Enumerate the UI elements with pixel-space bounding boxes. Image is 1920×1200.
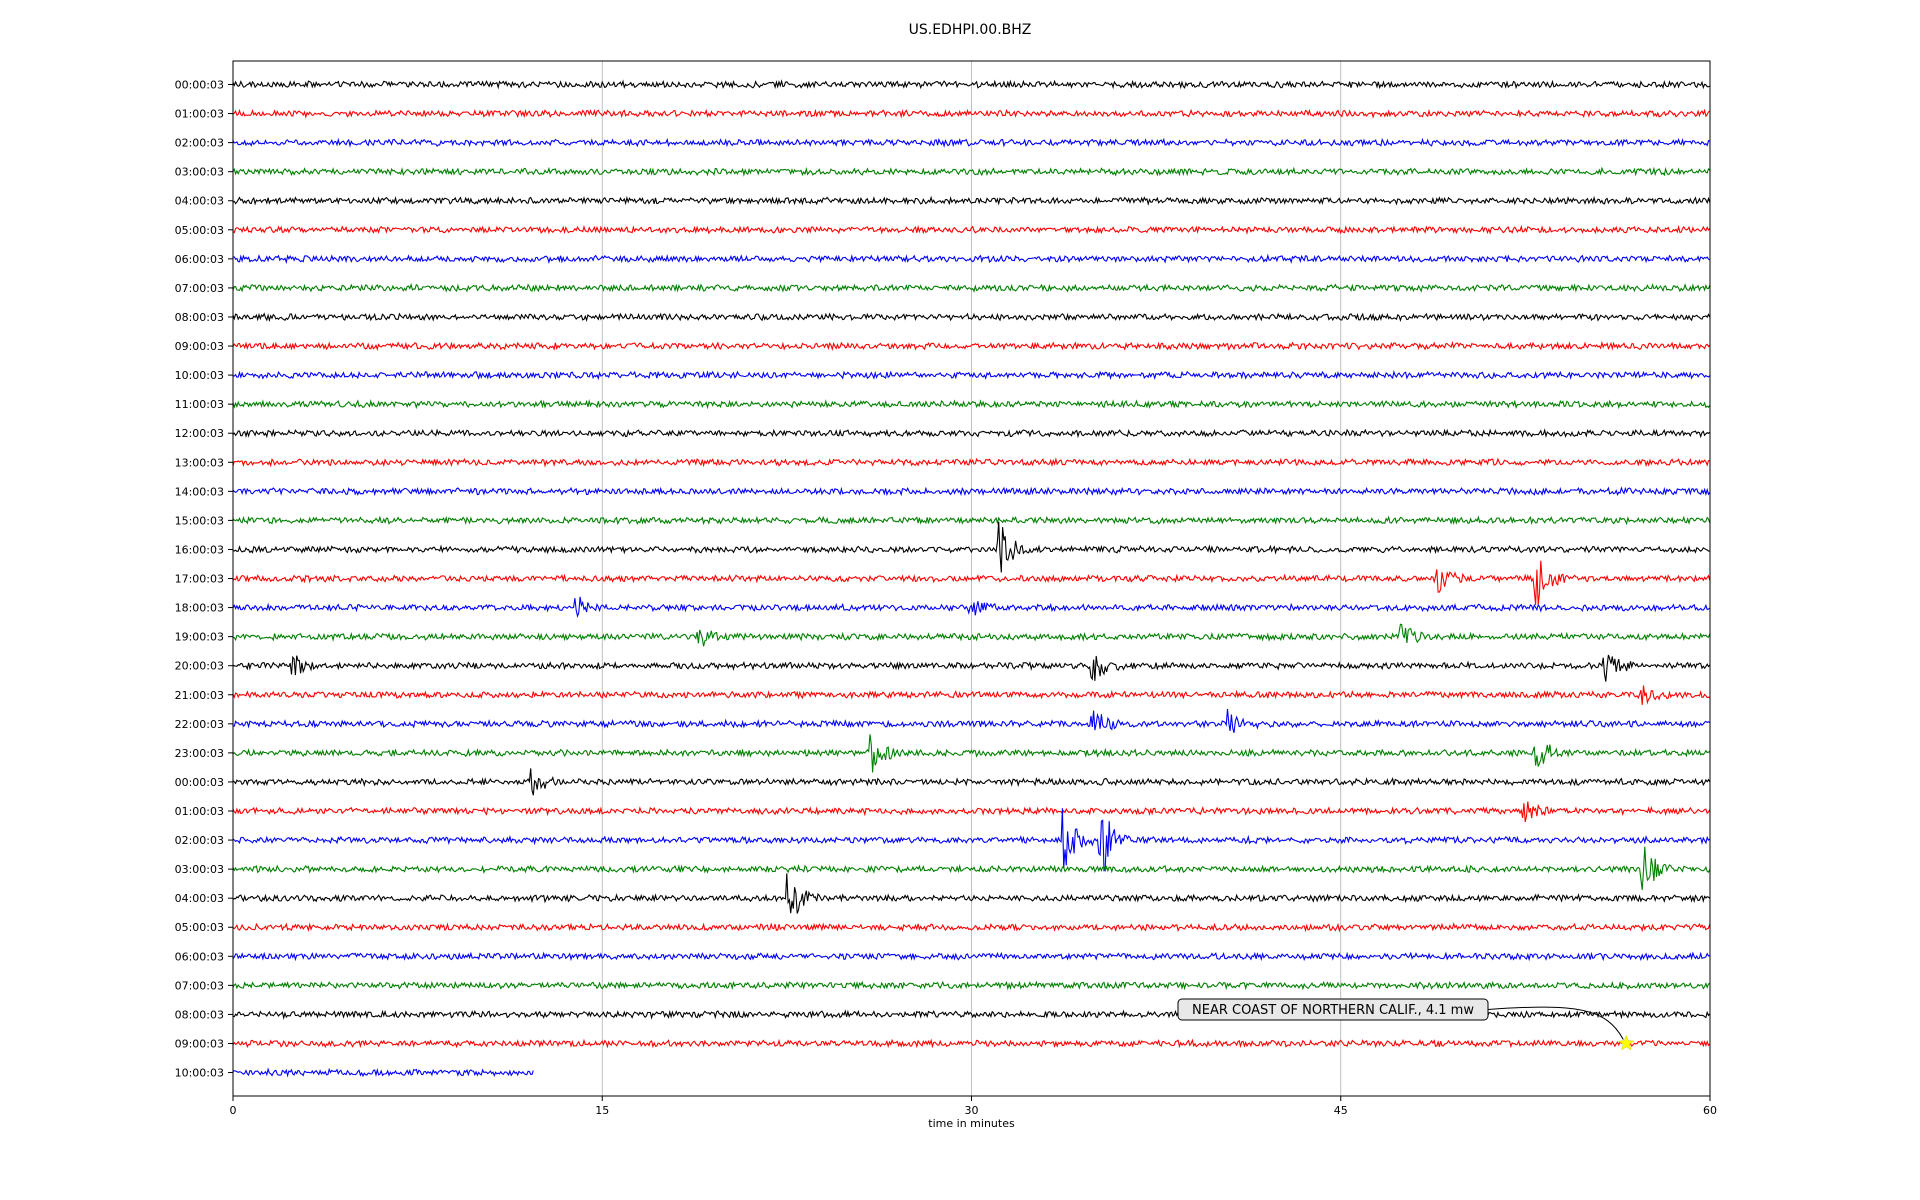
row-time-label: 06:00:03	[175, 950, 224, 963]
row-time-label: 00:00:03	[175, 79, 224, 92]
trace-row	[232, 486, 1711, 497]
row-time-label: 00:00:03	[175, 776, 224, 789]
trace-row	[232, 282, 1711, 293]
row-time-label: 07:00:03	[175, 282, 224, 295]
trace-row	[232, 922, 1711, 933]
trace-row	[232, 428, 1711, 439]
trace-row	[232, 108, 1710, 119]
row-time-label: 13:00:03	[175, 456, 224, 469]
x-axis-label: time in minutes	[928, 1117, 1015, 1130]
row-time-label: 09:00:03	[175, 340, 224, 353]
row-time-label: 18:00:03	[175, 602, 224, 615]
trace-row	[232, 195, 1711, 206]
trace-row	[232, 457, 1710, 468]
trace-row	[232, 521, 1710, 573]
row-time-label: 23:00:03	[175, 747, 224, 760]
trace-row	[232, 1067, 534, 1078]
trace-row	[232, 623, 1711, 647]
row-time-label: 07:00:03	[175, 979, 224, 992]
row-time-label: 22:00:03	[175, 718, 224, 731]
row-time-label: 02:00:03	[175, 137, 224, 150]
trace-row	[232, 846, 1711, 890]
trace-row	[232, 708, 1711, 733]
trace-row	[232, 515, 1711, 526]
row-time-label: 04:00:03	[175, 195, 224, 208]
trace-row	[232, 768, 1711, 796]
x-tick-label: 0	[230, 1104, 237, 1117]
row-time-label: 14:00:03	[175, 485, 224, 498]
event-star-marker	[1618, 1034, 1635, 1051]
trace-row	[232, 980, 1710, 991]
row-time-label: 03:00:03	[175, 166, 224, 179]
row-time-label: 20:00:03	[175, 660, 224, 673]
trace-row	[232, 253, 1711, 265]
x-axis-ticks: 0 15 30 45 60	[230, 1096, 1717, 1117]
row-time-label: 06:00:03	[175, 253, 224, 266]
row-time-label: 17:00:03	[175, 573, 224, 586]
row-time-label: 10:00:03	[175, 369, 224, 382]
traces	[232, 79, 1711, 1078]
row-time-label: 19:00:03	[175, 631, 224, 644]
trace-row	[232, 79, 1711, 90]
row-time-label: 05:00:03	[175, 921, 224, 934]
trace-row	[232, 340, 1711, 351]
row-time-label: 05:00:03	[175, 224, 224, 237]
row-time-label: 01:00:03	[175, 805, 224, 818]
row-time-label: 04:00:03	[175, 892, 224, 905]
row-time-label: 12:00:03	[175, 427, 224, 440]
row-time-label: 08:00:03	[175, 1008, 224, 1021]
x-tick-label: 60	[1703, 1104, 1717, 1117]
trace-row	[232, 1038, 1711, 1049]
row-time-label: 08:00:03	[175, 311, 224, 324]
trace-row	[232, 951, 1710, 962]
trace-row	[232, 166, 1711, 177]
annotation-arrow	[1487, 1006, 1624, 1040]
annotation-label: NEAR COAST OF NORTHERN CALIF., 4.1 mw	[1192, 1003, 1474, 1018]
row-time-label: 21:00:03	[175, 689, 224, 702]
row-time-labels: 00:00:03 01:00:03 02:00:03 03:00:03 04:00:03…	[175, 79, 233, 1080]
row-time-label: 09:00:03	[175, 1037, 224, 1050]
trace-row	[232, 654, 1711, 682]
row-time-label: 02:00:03	[175, 834, 224, 847]
row-time-label: 16:00:03	[175, 543, 224, 556]
trace-row	[232, 801, 1711, 823]
trace-row	[232, 808, 1711, 872]
x-tick-label: 15	[595, 1104, 609, 1117]
trace-row	[232, 560, 1711, 606]
trace-row	[232, 399, 1711, 410]
trace-row	[232, 137, 1711, 148]
x-tick-label: 45	[1334, 1104, 1348, 1117]
trace-row	[232, 312, 1711, 323]
trace-row	[232, 224, 1711, 235]
event-annotation: NEAR COAST OF NORTHERN CALIF., 4.1 mw	[1177, 998, 1635, 1051]
row-time-label: 03:00:03	[175, 863, 224, 876]
trace-row	[232, 873, 1711, 914]
row-time-label: 11:00:03	[175, 398, 224, 411]
trace-row	[232, 734, 1711, 773]
row-time-label: 01:00:03	[175, 108, 224, 121]
row-time-label: 10:00:03	[175, 1067, 224, 1080]
trace-row	[232, 685, 1710, 705]
row-time-label: 15:00:03	[175, 514, 224, 527]
chart-title: US.EDHPI.00.BHZ	[909, 22, 1032, 38]
x-tick-label: 30	[965, 1104, 979, 1117]
trace-row	[232, 370, 1711, 381]
trace-row	[232, 596, 1711, 619]
